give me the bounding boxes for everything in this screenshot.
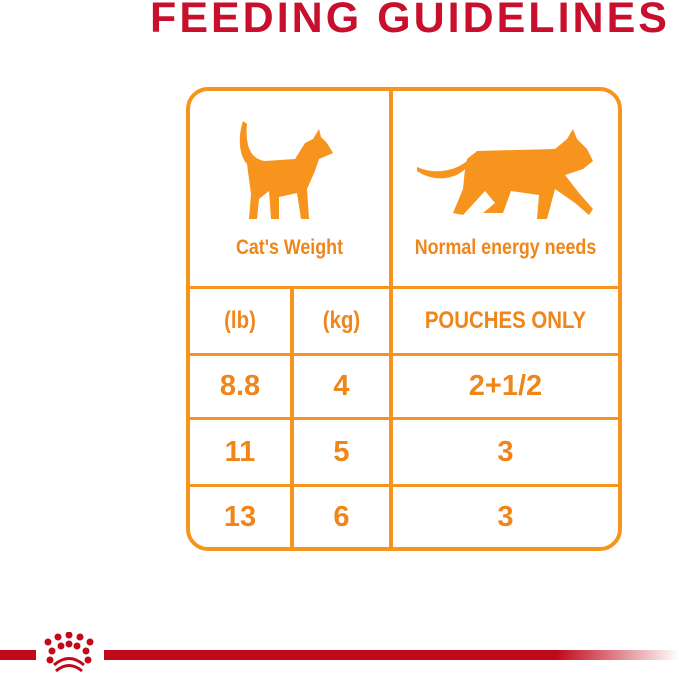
row-1-kg: 4 [333,370,350,402]
feeding-table: Cat's Weight Normal energy needs (lb) (k… [186,87,622,551]
row-2-pouches: 3 [497,435,514,468]
row-2-lb: 11 [224,435,256,468]
column-header-lb: (lb) [224,307,256,334]
row-1-lb: 8.8 [219,370,261,402]
cats-weight-label: Cat's Weight [235,236,344,259]
row-1-pouches: 2+1/2 [468,370,543,402]
divider [290,286,294,547]
divider [190,417,618,420]
divider [389,91,393,547]
energy-needs-label: Normal energy needs [414,236,597,259]
row-3-kg: 6 [333,500,350,533]
royal-canin-crown-icon [36,631,104,675]
page-title: FEEDING GUIDELINES [150,0,670,42]
divider [190,286,618,289]
brand-bar [0,650,679,660]
row-2-kg: 5 [333,435,350,468]
walking-cat-icon [417,129,593,219]
divider [190,484,618,487]
column-header-kg: (kg) [322,307,361,334]
row-3-pouches: 3 [497,500,514,533]
standing-cat-icon [239,121,333,219]
row-3-lb: 13 [223,500,257,533]
column-header-pouches: POUCHES ONLY [424,307,587,334]
divider [190,353,618,356]
